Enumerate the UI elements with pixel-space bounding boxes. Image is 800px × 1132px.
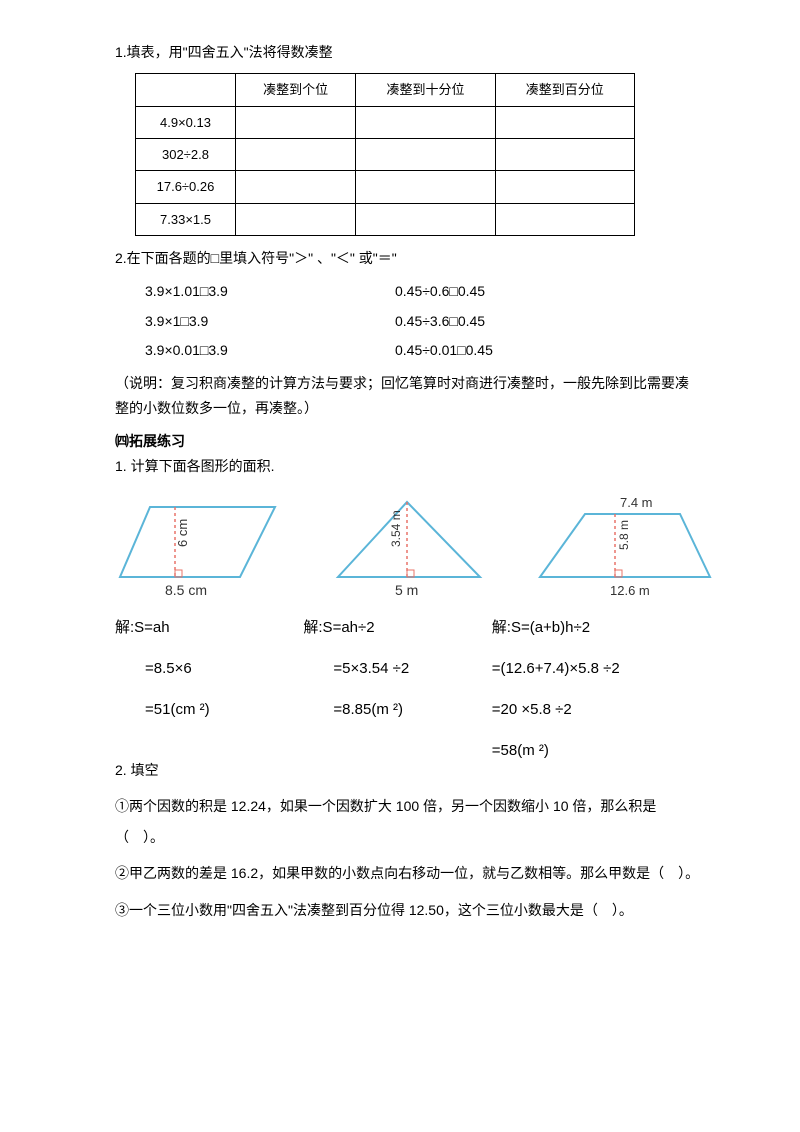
sol-line: =58(m ²) (492, 737, 700, 764)
svg-text:5.8 m: 5.8 m (617, 520, 631, 550)
triangle-figure: 3.54 m 5 m (320, 492, 495, 602)
table-row: 4.9×0.13 (136, 106, 236, 138)
table-header-3: 凑整到百分位 (495, 74, 634, 106)
sol-line: =8.5×6 (145, 655, 303, 682)
q1-title: 1.填表，用"四舍五入"法将得数凑整 (115, 40, 700, 65)
compare-left: 3.9×1.01□3.9 (145, 279, 395, 304)
section-title: ㈣拓展练习 (115, 429, 700, 454)
compare-right: 0.45÷0.6□0.45 (395, 279, 485, 304)
table-row: 302÷2.8 (136, 138, 236, 170)
table-header-1: 凑整到个位 (236, 74, 356, 106)
sol-line: 解:S=ah÷2 (303, 614, 491, 641)
table-row: 7.33×1.5 (136, 203, 236, 235)
compare-right: 0.45÷0.01□0.45 (395, 338, 493, 363)
q2-note: （说明：复习积商凑整的计算方法与要求；回忆笔算时对商进行凑整时，一般先除到比需要… (115, 371, 700, 421)
sol-line: =8.85(m ²) (333, 696, 491, 723)
sol-line: 解:S=ah (115, 614, 303, 641)
q3-title: 1. 计算下面各图形的面积. (115, 454, 700, 479)
svg-text:8.5 cm: 8.5 cm (165, 582, 207, 598)
solution-1: 解:S=ah =8.5×6 =51(cm ²) (115, 614, 303, 778)
rounding-table: 凑整到个位 凑整到十分位 凑整到百分位 4.9×0.13 302÷2.8 17.… (135, 73, 635, 236)
fill-item: ①两个因数的积是 12.24，如果一个因数扩大 100 倍，另一个因数缩小 10… (115, 791, 700, 853)
table-row: 17.6÷0.26 (136, 171, 236, 203)
fill-item: ③一个三位小数用"四舍五入"法凑整到百分位得 12.50，这个三位小数最大是（ … (115, 895, 700, 926)
compare-left: 3.9×0.01□3.9 (145, 338, 395, 363)
fill-item: ②甲乙两数的差是 16.2，如果甲数的小数点向右移动一位，就与乙数相等。那么甲数… (115, 858, 700, 889)
svg-text:12.6 m: 12.6 m (610, 583, 650, 598)
svg-text:3.54 m: 3.54 m (389, 510, 403, 547)
solution-2: 解:S=ah÷2 =5×3.54 ÷2 =8.85(m ²) (303, 614, 491, 778)
svg-text:6 cm: 6 cm (175, 518, 190, 546)
svg-text:5 m: 5 m (395, 582, 418, 598)
compare-left: 3.9×1□3.9 (145, 309, 395, 334)
compare-right: 0.45÷3.6□0.45 (395, 309, 485, 334)
table-header-blank (136, 74, 236, 106)
q2-title: 2.在下面各题的□里填入符号"＞" 、"＜" 或"＝" (115, 246, 700, 271)
sol-line: 解:S=(a+b)h÷2 (492, 614, 700, 641)
sol-line: =5×3.54 ÷2 (333, 655, 491, 682)
sol-line: =51(cm ²) (145, 696, 303, 723)
trapezoid-figure: 7.4 m 5.8 m 12.6 m (525, 492, 700, 602)
sol-line: =20 ×5.8 ÷2 (492, 696, 700, 723)
svg-text:7.4 m: 7.4 m (620, 495, 653, 510)
sol-line: =(12.6+7.4)×5.8 ÷2 (492, 655, 700, 682)
solution-3: 解:S=(a+b)h÷2 =(12.6+7.4)×5.8 ÷2 =20 ×5.8… (492, 614, 700, 778)
parallelogram-figure: 6 cm 8.5 cm (115, 492, 290, 602)
table-header-2: 凑整到十分位 (356, 74, 495, 106)
